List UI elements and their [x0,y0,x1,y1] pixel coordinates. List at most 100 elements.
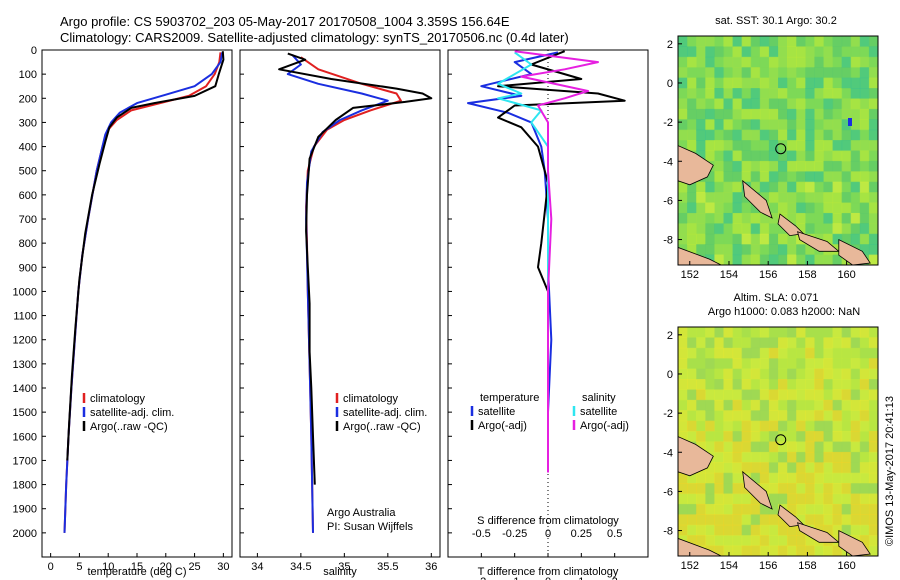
sst-map-cell [705,98,715,110]
sla-map-cell [768,535,779,547]
sla-map-cell [850,431,861,443]
sst-map-cell [796,254,806,265]
sst-map-cell [787,254,797,265]
sst-map-cell [832,212,843,224]
sla-map-cell [787,462,797,474]
sla-map-cell [759,410,770,422]
temperature-legend-label: climatology [90,393,146,405]
sst-map-cell [778,160,788,172]
sla-map-cell [778,389,788,401]
sst-map-cell [741,98,752,110]
sst-map-cell [868,46,878,58]
sst-map-cell [759,98,770,110]
sla-map-cell [859,441,870,453]
sla-map-cell [723,379,734,391]
sla-map-cell [832,462,843,474]
sst-map-cell [805,108,815,120]
sst-map-cell [714,202,725,214]
sst-map-cell [750,254,761,265]
sla-map-cell [741,545,752,556]
sst-map-cell [778,129,788,141]
sst-map-cell [787,212,797,224]
sla-map-cell [868,462,878,474]
sla-map-cell [678,337,688,349]
depth-y-tick-label: 400 [19,142,37,154]
sst-map-y-label: 0 [667,78,673,90]
sst-map-cell [723,46,734,58]
sst-map-land [797,231,840,252]
sla-map-cell [814,327,825,339]
sst-map-cell [841,160,852,172]
sla-map-cell [850,503,861,515]
sla-map-cell [823,337,834,349]
sst-map-cell [723,67,734,79]
sst-map-cell [750,119,761,131]
sst-map-cell [787,46,797,58]
sst-map-land [678,246,722,265]
temperature-axis-title: temperature (deg C) [87,566,186,578]
sla-map-cell [823,399,834,411]
sst-map-cell [723,171,734,183]
sst-map-cell [768,88,779,100]
sla-map-cell [778,483,788,495]
sst-map-cell [696,244,706,256]
sla-map-cell [696,389,706,401]
sst-map-cell [705,223,715,235]
sst-map-cell [750,46,761,58]
sla-map-cell [732,462,743,474]
sst-map-cell [723,108,734,120]
sla-map-cell [768,441,779,453]
sla-map-cell [859,379,870,391]
sla-map-cell [868,524,878,536]
sst-map-x-label: 152 [681,269,699,281]
sst-map-cell [741,202,752,214]
sst-map-cell [723,36,734,48]
sst-map-cell [759,88,770,100]
sla-map-cell [696,420,706,432]
sla-map-cell [759,462,770,474]
sla-map-cell [850,337,861,349]
sst-map-cell [805,129,815,141]
sla-map-cell [823,483,834,495]
sst-map-cell [732,98,743,110]
sst-map-cell [696,150,706,162]
sla-map-cell [859,347,870,359]
sst-map-cell [759,192,770,204]
sla-map-cell [814,472,825,484]
sst-map-cell [832,233,843,245]
sla-map-cell [714,431,725,443]
sst-map-cell [841,212,852,224]
sla-map-cell [696,441,706,453]
sla-map-cell [787,441,797,453]
sla-map-cell [796,451,806,463]
salinity-x-tick-label: 35.5 [377,561,398,573]
sla-map-cell [732,514,743,526]
sla-map-cell [741,535,752,547]
sst-map-cell [768,233,779,245]
sst-map-cell [732,244,743,256]
sst-map-cell [868,212,878,224]
sla-map-cell [841,337,852,349]
sla-map-cell [814,483,825,495]
sst-map-cell [778,67,788,79]
sla-map-cell [696,535,706,547]
sla-map-cell [705,358,715,370]
sla-map-cell [705,420,715,432]
sla-map-cell [823,379,834,391]
sst-map-argo-marker [775,143,787,155]
sst-map-cell [696,233,706,245]
sst-map-cell [723,233,734,245]
sla-map-cell [768,431,779,443]
sst-map-cell [741,67,752,79]
sla-map-cell [841,441,852,453]
sla-map-cell [814,503,825,515]
sst-map-y-label: -8 [663,235,673,247]
sst-map-cell [714,77,725,89]
sst-map-cell [805,150,815,162]
sla-map-cell [841,399,852,411]
sla-map-cell [814,379,825,391]
sst-map-cell [705,150,715,162]
sla-map-cell [705,493,715,505]
sla-map-cell [868,347,878,359]
